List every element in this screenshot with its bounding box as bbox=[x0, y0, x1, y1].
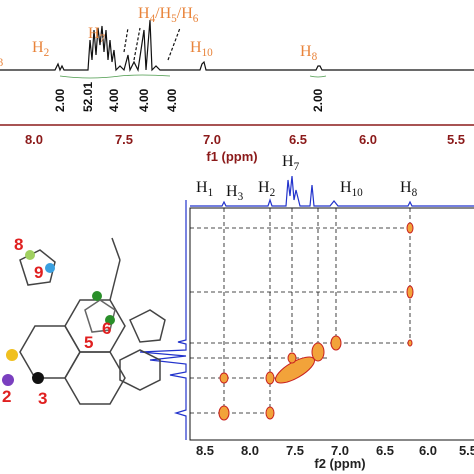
peak-label: H10 bbox=[190, 39, 213, 59]
x-tick-label: 7.5 bbox=[286, 443, 304, 458]
peak-label: H7 bbox=[88, 25, 106, 45]
x-tick-label: 8.5 bbox=[196, 443, 214, 458]
label-text: H bbox=[258, 179, 270, 196]
integral-value: 4.00 bbox=[165, 88, 179, 112]
peak-label: H1 bbox=[196, 179, 213, 199]
x-tick-label: 5.5 bbox=[447, 132, 465, 147]
axis-title: f1 (ppm) bbox=[206, 149, 257, 164]
label-text: H bbox=[340, 179, 352, 196]
peak-label: H2 bbox=[32, 39, 49, 59]
x-tick-label: 6.5 bbox=[289, 132, 307, 147]
integral-value: 4.00 bbox=[137, 88, 151, 112]
label-subscript: 7 bbox=[100, 33, 106, 45]
label-text: H bbox=[282, 153, 294, 170]
label-text: H bbox=[300, 43, 312, 60]
label-subscript: 2 bbox=[44, 47, 50, 59]
integrals: 2.00 52.01 4.00 4.00 4.00 2.00 bbox=[53, 82, 325, 112]
x-tick-label: 8.0 bbox=[25, 132, 43, 147]
atom-number: 6 bbox=[102, 319, 111, 338]
atom-number: 8 bbox=[14, 235, 23, 254]
label-text: H bbox=[88, 25, 100, 42]
integral-value: 52.01 bbox=[81, 82, 95, 112]
x-tick-label: 7.5 bbox=[115, 132, 133, 147]
label-subscript: 2 bbox=[270, 187, 276, 199]
x-tick-label: 6.0 bbox=[359, 132, 377, 147]
label-subscript: 10 bbox=[202, 47, 214, 59]
label-text: H bbox=[400, 179, 412, 196]
peak-label: H7 bbox=[282, 153, 300, 173]
atom-number: 2 bbox=[2, 387, 11, 406]
label-subscript: 10 bbox=[352, 187, 364, 199]
label-text: /H bbox=[177, 5, 193, 22]
peak-label: H2 bbox=[258, 179, 275, 199]
peak-label: H3 bbox=[226, 183, 244, 203]
label-subscript: 1 bbox=[208, 187, 214, 199]
x-tick-label: 8.0 bbox=[241, 443, 259, 458]
label-text: H bbox=[226, 183, 238, 200]
axis-title: f2 (ppm) bbox=[314, 456, 365, 471]
x-tick-label: 7.0 bbox=[331, 443, 349, 458]
atom-number: 5 bbox=[84, 333, 93, 352]
label-subscript: 4 bbox=[150, 13, 156, 25]
label-text: H bbox=[190, 39, 202, 56]
atom-number: 9 bbox=[34, 263, 43, 282]
integral-value: 4.00 bbox=[107, 88, 121, 112]
x-tick-label: 6.5 bbox=[376, 443, 394, 458]
integral-value: 2.00 bbox=[311, 88, 325, 112]
peak-label: H8 bbox=[400, 179, 418, 199]
integral-value: 2.00 bbox=[53, 88, 67, 112]
atom-number: 3 bbox=[38, 389, 47, 408]
label-subscript: 6 bbox=[193, 13, 199, 25]
label-text: H bbox=[138, 5, 150, 22]
label-subscript: 8 bbox=[412, 187, 418, 199]
top-axis-ticks: 8.0 7.5 7.0 6.5 6.0 5.5 bbox=[25, 132, 465, 147]
atom-markers bbox=[2, 250, 115, 386]
top-spectrum bbox=[0, 19, 474, 126]
x-tick-label: 6.0 bbox=[419, 443, 437, 458]
cosy-plot bbox=[139, 175, 474, 441]
peak-label: H10 bbox=[340, 179, 363, 199]
label-subscript: 5 bbox=[171, 13, 177, 25]
atom-numbers: 89 65 2 3 bbox=[2, 235, 111, 408]
peak-label: H4/H5/H6 bbox=[138, 5, 199, 25]
label-text: H bbox=[196, 179, 208, 196]
label-subscript: 3 bbox=[0, 57, 4, 69]
peak-label: H3 bbox=[0, 49, 4, 69]
x-tick-label: 7.0 bbox=[203, 132, 221, 147]
cosy-axis-ticks: 8.5 8.0 7.5 7.0 6.5 6.0 5.5 bbox=[196, 443, 474, 458]
label-subscript: 8 bbox=[312, 51, 318, 63]
x-tick-label: 5.5 bbox=[459, 443, 474, 458]
peak-label: H8 bbox=[300, 43, 318, 63]
label-text: /H bbox=[155, 5, 171, 22]
label-subscript: 7 bbox=[294, 161, 300, 173]
label-subscript: 3 bbox=[238, 191, 244, 203]
label-text: H bbox=[32, 39, 44, 56]
